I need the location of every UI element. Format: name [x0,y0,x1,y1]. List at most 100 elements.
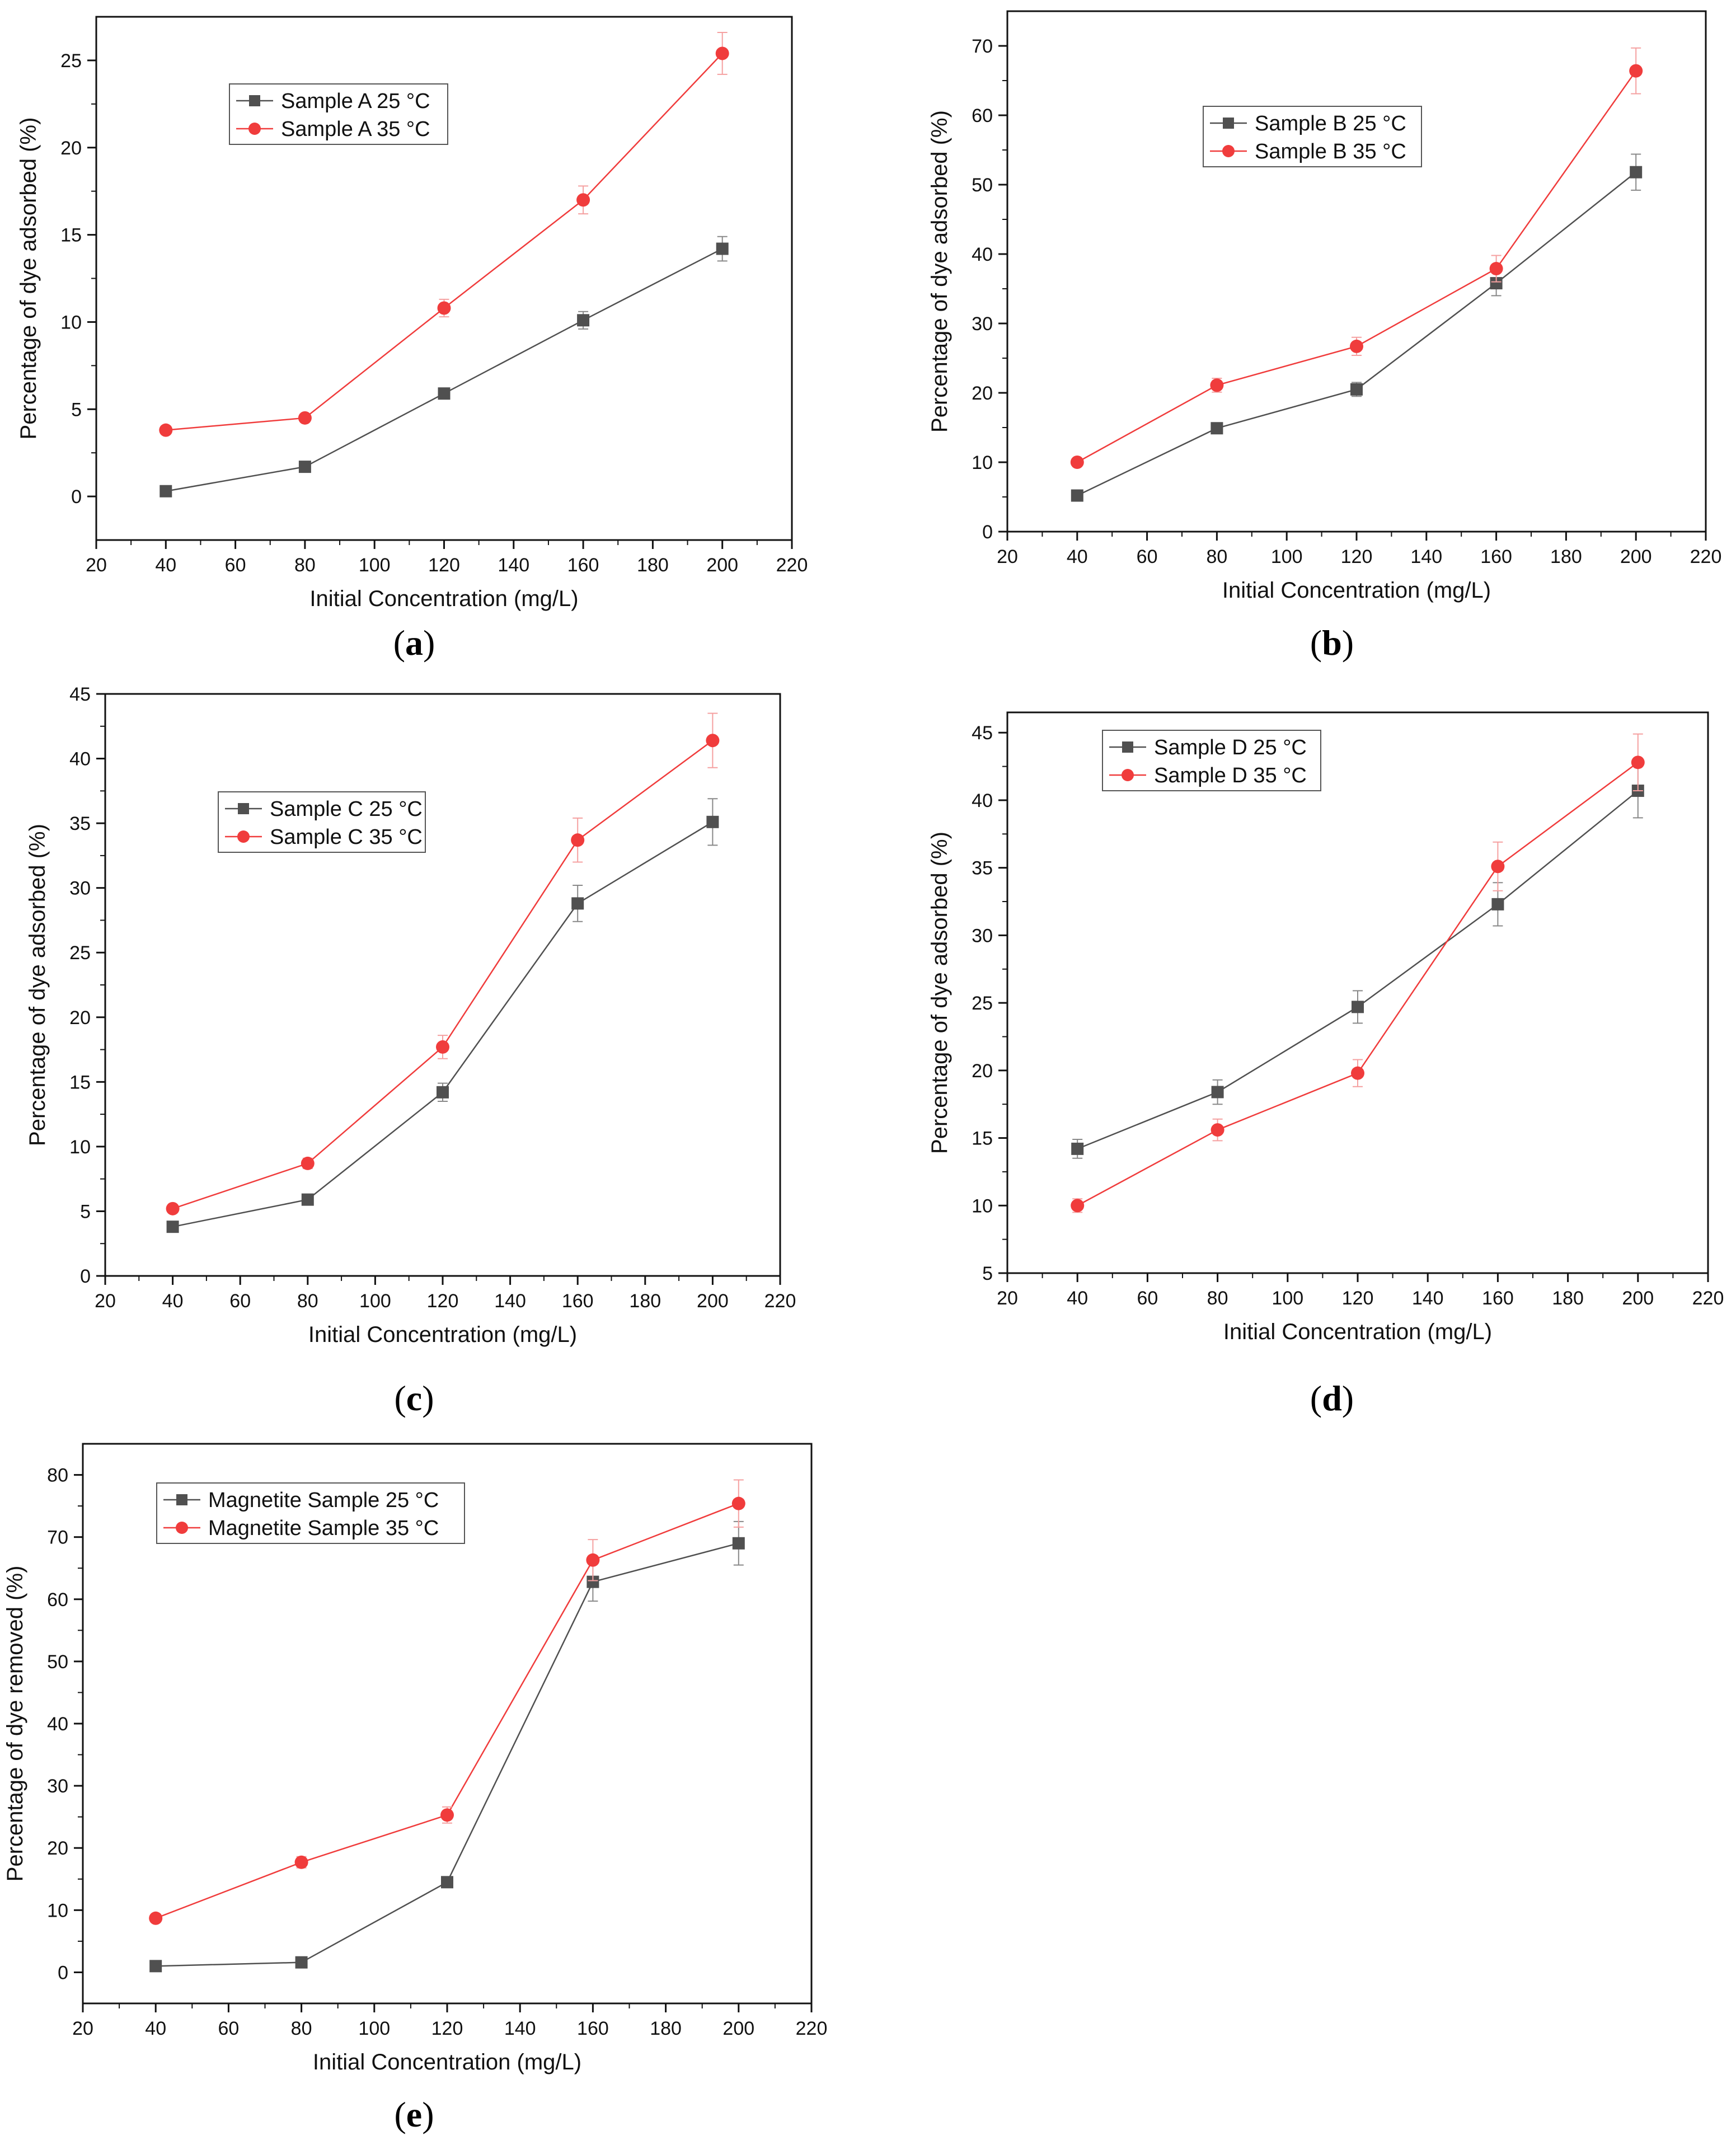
y-tick-label: 5 [982,1263,993,1284]
y-axis-title: Percentage of dye removed (%) [3,1566,27,1882]
y-tick-label: 10 [47,1900,68,1921]
series-line-1 [166,248,723,492]
data-point-square [301,1193,314,1206]
y-tick-label: 0 [71,486,82,508]
y-tick-label: 30 [972,313,993,335]
data-point-circle [1631,755,1645,769]
x-tick-label: 120 [1342,1288,1374,1309]
series-line-1 [1077,171,1636,496]
chart-panel-c: 20 40 60 80 100 120 140 160 180 200 220 0 5 10 15 20 25 3… [25,684,796,1418]
data-point-circle [1491,860,1505,874]
x-tick-label: 200 [1620,546,1652,567]
y-tick-label: 5 [80,1201,91,1222]
x-tick-label: 160 [567,555,599,576]
chart-panel-b: 20 40 60 80 100 120 140 160 180 200 220 0 10 20 30 40 50… [927,10,1721,663]
x-tick-label: 60 [1137,546,1158,567]
x-tick-label: 120 [431,2018,463,2039]
y-tick-label: 25 [972,993,993,1014]
x-tick-label: 220 [764,1290,796,1312]
x-tick-label: 160 [1482,1288,1514,1309]
x-tick-label: 140 [498,555,529,576]
x-tick-label: 180 [629,1290,661,1312]
legend-label: Magnetite Sample 35 °C [208,1517,439,1540]
y-tick-label: 0 [58,1962,68,1983]
x-axis-title: Initial Concentration (mg/L) [1222,578,1491,603]
x-tick-label: 80 [294,555,316,576]
x-tick-label: 180 [1550,546,1582,567]
x-tick-label: 60 [229,1290,251,1312]
plot-frame [104,693,781,1277]
x-tick-label: 200 [706,555,738,576]
legend-box [218,791,426,853]
legend-label: Sample A 25 °C [281,90,430,113]
data-point-circle [1351,1066,1364,1080]
y-tick-label: 40 [972,244,993,265]
y-tick-label: 45 [69,684,91,705]
series-line-2 [1077,762,1639,1207]
y-tick-label: 25 [69,942,91,964]
data-point-square [577,314,590,327]
y-tick-label: 45 [972,722,993,744]
legend-marker-circle [237,830,250,843]
x-tick-label: 20 [997,546,1018,567]
x-tick-label: 140 [504,2018,536,2039]
x-tick-label: 220 [776,555,808,576]
x-tick-label: 100 [359,1290,391,1312]
data-point-square [706,815,719,828]
data-point-circle [1210,378,1224,392]
data-point-circle [1629,64,1643,78]
legend-label: Sample B 25 °C [1255,112,1406,135]
data-point-circle [437,301,451,315]
data-point-square [716,242,729,255]
data-point-square [571,897,584,910]
legend-marker-square [249,95,260,106]
y-tick-label: 10 [60,312,82,333]
data-point-circle [298,411,312,425]
x-tick-label: 180 [1552,1288,1584,1309]
plot-frame [1006,10,1707,533]
x-tick-label: 200 [697,1290,729,1312]
data-point-square [438,387,451,400]
y-tick-label: 10 [972,452,993,473]
x-tick-label: 140 [1412,1288,1444,1309]
x-tick-label: 120 [428,555,460,576]
data-point-square [1210,422,1223,435]
x-axis-title: Initial Concentration (mg/L) [309,586,578,611]
x-tick-label: 220 [1692,1288,1724,1309]
legend-marker-square [176,1494,187,1505]
x-tick-label: 120 [427,1290,459,1312]
legend-marker-circle [1122,769,1134,781]
x-tick-label: 40 [145,2018,166,2039]
x-tick-label: 120 [1341,546,1373,567]
x-tick-label: 220 [796,2018,828,2039]
x-tick-label: 40 [162,1290,184,1312]
chart-panel-a: 20 40 60 80 100 120 140 160 180 200 220 0 5 10 15 20 25 I… [16,16,808,663]
y-tick-label: 20 [972,383,993,404]
legend-marker-circle [1222,145,1235,157]
x-tick-label: 80 [297,1290,318,1312]
panel-label: (a) [393,623,435,663]
y-tick-label: 0 [80,1266,91,1287]
series-line-1 [172,821,714,1228]
series-line-1 [1077,790,1639,1150]
y-tick-label: 30 [47,1776,68,1797]
data-point-square [298,461,311,473]
data-point-circle [1350,339,1363,353]
legend-label: Sample B 35 °C [1255,140,1406,163]
x-tick-label: 160 [577,2018,609,2039]
data-point-circle [1071,1199,1085,1213]
x-tick-label: 180 [637,555,669,576]
chart-panel-d: 20 40 60 80 100 120 140 160 180 200 220 5 10 15 20 25 30… [927,711,1724,1418]
data-point-circle [436,1040,449,1054]
data-point-circle [440,1808,454,1822]
x-tick-label: 20 [72,2018,93,2039]
x-tick-label: 200 [1622,1288,1654,1309]
data-point-circle [571,833,585,847]
data-point-circle [586,1553,600,1567]
x-tick-label: 20 [997,1288,1018,1309]
x-tick-label: 160 [1480,546,1512,567]
data-point-square [437,1086,449,1099]
y-tick-label: 30 [972,925,993,946]
y-tick-label: 50 [972,175,993,196]
